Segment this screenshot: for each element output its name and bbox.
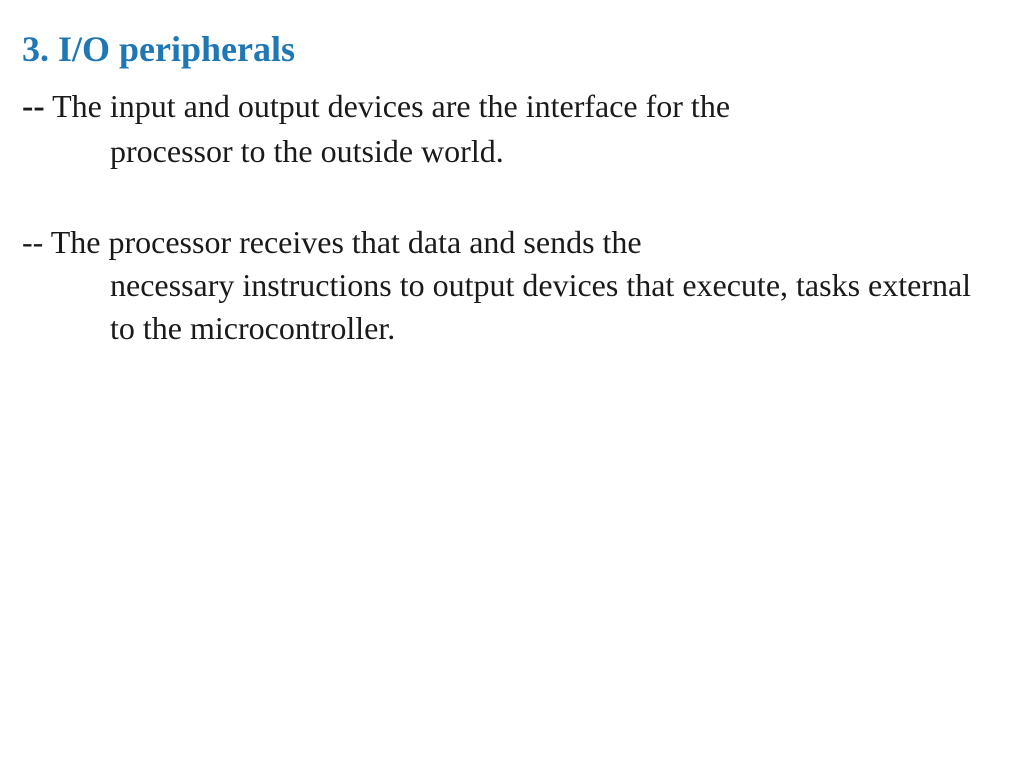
bullet-continuation: necessary instructions to output devices… bbox=[22, 264, 1002, 350]
section-heading: 3. I/O peripherals bbox=[22, 28, 1002, 70]
bullet-text: The input and output devices are the int… bbox=[45, 88, 730, 124]
bullet-text: The processor receives that data and sen… bbox=[43, 224, 641, 260]
bullet-prefix: -- bbox=[22, 88, 45, 125]
bullet-continuation: processor to the outside world. bbox=[22, 130, 1002, 173]
bullet-item-2: -- The processor receives that data and … bbox=[22, 221, 1002, 351]
bullet-first-line: -- The input and output devices are the … bbox=[22, 84, 1002, 130]
bullet-prefix: -- bbox=[22, 224, 43, 260]
bullet-item-1: -- The input and output devices are the … bbox=[22, 84, 1002, 173]
bullet-first-line: -- The processor receives that data and … bbox=[22, 221, 1002, 264]
